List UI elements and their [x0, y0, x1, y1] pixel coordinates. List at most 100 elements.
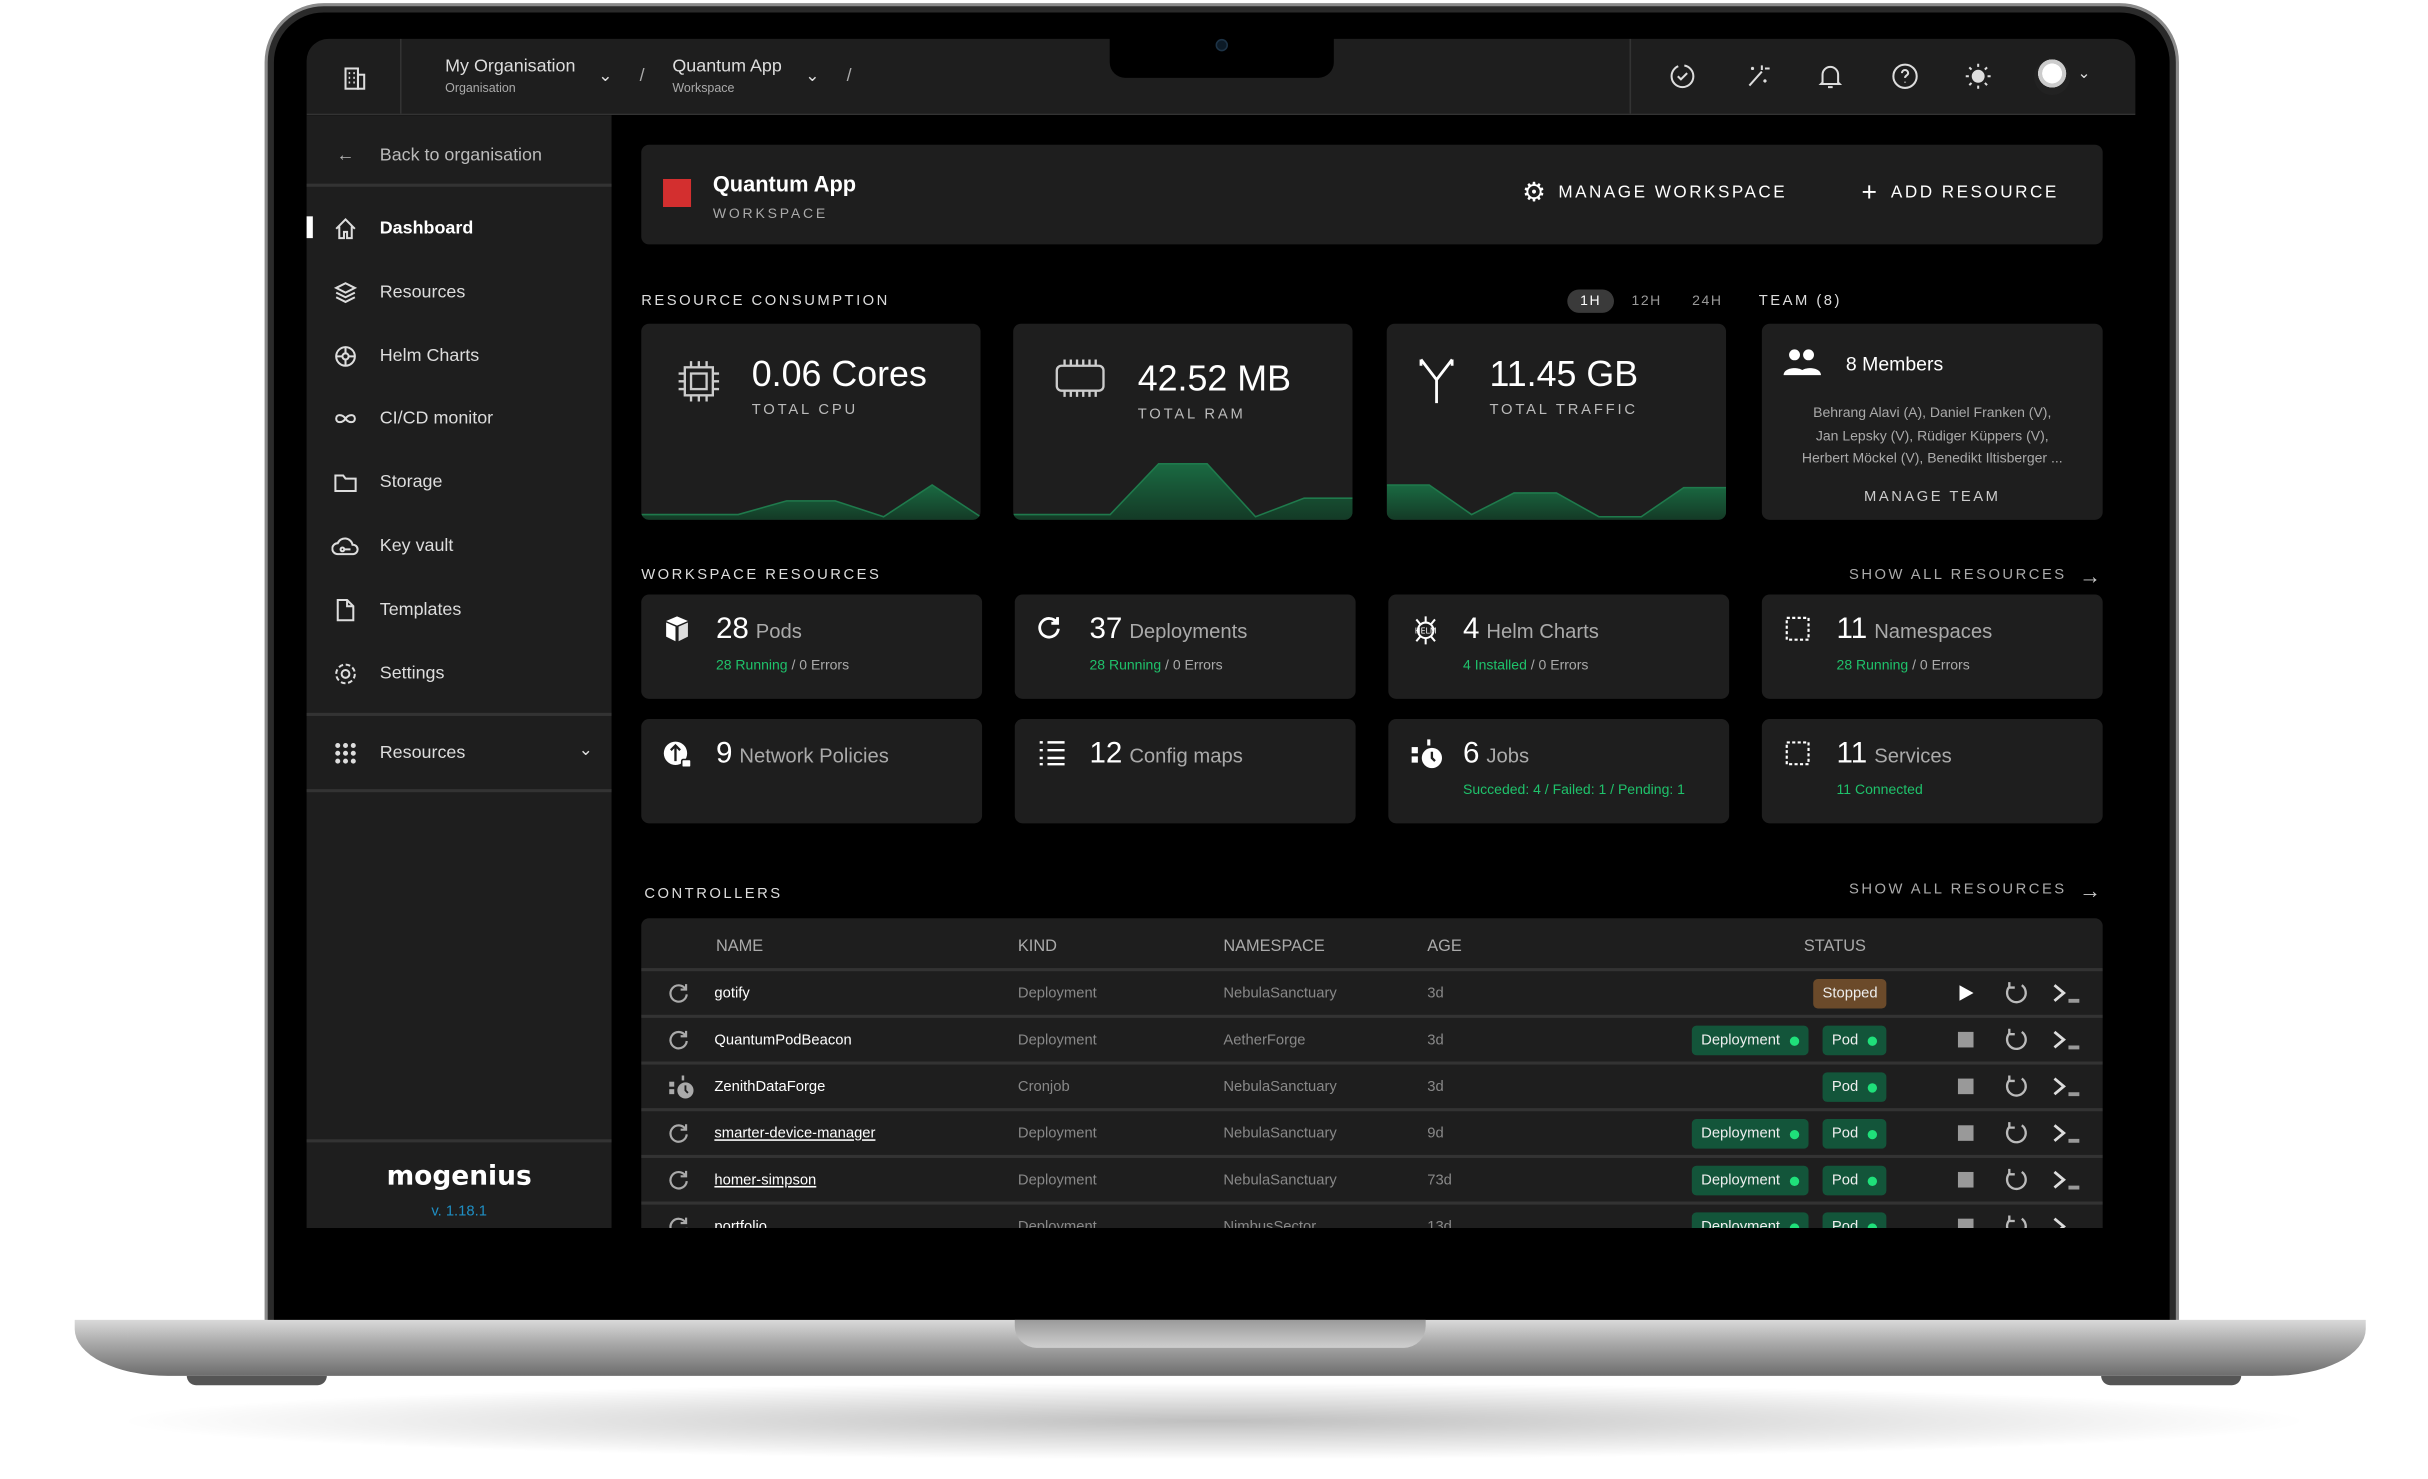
divider	[306, 183, 612, 187]
team-members: Behrang Alavi (A), Daniel Franken (V), J…	[1762, 402, 2103, 470]
add-resource-button[interactable]: + ADD RESOURCE	[1861, 179, 2058, 205]
terminal-button[interactable]	[2051, 982, 2082, 1008]
column-header-status[interactable]: STATUS	[1803, 936, 1866, 956]
magic-wand-icon[interactable]	[1742, 61, 1773, 92]
restart-button[interactable]	[2003, 981, 2028, 1011]
sidebar-resources-dropdown[interactable]: Resources ⌄	[307, 732, 612, 776]
sidebar-item-resources[interactable]: Resources	[307, 270, 612, 314]
restart-button[interactable]	[2003, 1074, 2028, 1104]
column-header-kind[interactable]: KIND	[1017, 936, 1057, 956]
controller-name[interactable]: homer-simpson	[714, 1171, 817, 1190]
sidebar-item-helm-charts[interactable]: Helm Charts	[307, 334, 612, 378]
manage-workspace-button[interactable]: ⚙ MANAGE WORKSPACE	[1522, 179, 1787, 205]
avatar[interactable]	[2034, 59, 2071, 95]
resource-title: 4 Helm Charts	[1463, 613, 1599, 647]
stop-button[interactable]	[1956, 1124, 1975, 1147]
resource-status-ok: 28 Running	[1836, 656, 1909, 673]
stop-button[interactable]	[1956, 1217, 1975, 1228]
restart-button[interactable]	[2003, 1027, 2028, 1057]
section-title: CONTROLLERS	[644, 885, 783, 903]
bell-icon[interactable]	[1815, 61, 1846, 92]
resource-status: 28 Running / 0 Errors	[1089, 657, 1222, 673]
manage-team-button[interactable]: MANAGE TEAM	[1864, 488, 2001, 506]
sidebar-item-templates[interactable]: Templates	[307, 588, 612, 632]
resources-dropdown-label: Resources	[379, 743, 466, 763]
sidebar-item-settings[interactable]: Settings	[307, 651, 612, 695]
show-all-label: SHOW ALL RESOURCES	[1849, 566, 2067, 584]
section-title: RESOURCE CONSUMPTION	[641, 292, 890, 310]
controller-name[interactable]: smarter-device-manager	[714, 1125, 876, 1143]
resource-name: Jobs	[1486, 743, 1530, 768]
home-icon	[332, 215, 360, 243]
sidebar-item-label: CI/CD monitor	[379, 409, 494, 429]
terminal-button[interactable]	[2051, 1122, 2082, 1148]
resource-name: Services	[1874, 743, 1952, 768]
restart-button[interactable]	[2003, 1121, 2028, 1151]
table-row[interactable]: ZenithDataForge Cronjob NebulaSanctuary …	[641, 1061, 2103, 1108]
range-1h-tab[interactable]: 1H	[1567, 289, 1614, 313]
stop-button[interactable]	[1956, 1077, 1975, 1100]
resource-card-network-policies[interactable]: 9 Network Policies	[641, 719, 983, 824]
play-button[interactable]	[1956, 984, 1975, 1007]
resource-name: Pods	[755, 619, 802, 643]
chevron-down-icon[interactable]: ⌄	[2077, 65, 2091, 83]
status-badge-label: Deployment	[1701, 1218, 1781, 1228]
show-all-resources-link[interactable]: SHOW ALL RESOURCES →	[1849, 562, 2101, 588]
status-badge-pod: Pod	[1822, 1212, 1887, 1228]
resource-card-namespaces[interactable]: 11 Namespaces 28 Running / 0 Errors	[1761, 594, 2103, 699]
column-header-name[interactable]: NAME	[715, 936, 764, 956]
restart-button[interactable]	[2003, 1167, 2028, 1197]
table-row[interactable]: homer-simpson Deployment NebulaSanctuary…	[641, 1154, 2103, 1202]
stop-icon	[1957, 1171, 1974, 1188]
status-dot	[1789, 1035, 1799, 1046]
check-circle-icon[interactable]	[1667, 61, 1698, 92]
table-row[interactable]: gotify Deployment NebulaSanctuary 3d Sto…	[641, 968, 2103, 1015]
status-badge-label: Deployment	[1701, 1031, 1781, 1050]
organisation-switcher[interactable]: My Organisation Organisation	[445, 58, 575, 95]
table-row[interactable]: portfolio Deployment NimbusSector 13d De…	[641, 1201, 2103, 1228]
sidebar-item-key-vault[interactable]: Key vault	[307, 525, 612, 569]
sidebar-item-storage[interactable]: Storage	[307, 461, 612, 505]
help-icon[interactable]	[1889, 61, 1920, 92]
show-all-controllers-link[interactable]: SHOW ALL RESOURCES →	[1849, 879, 2101, 901]
status-badge-deployment: Deployment	[1691, 1212, 1809, 1228]
resource-title: 12 Config maps	[1089, 738, 1242, 772]
resource-card-deployments[interactable]: 37 Deployments 28 Running / 0 Errors	[1014, 594, 1356, 699]
column-header-age[interactable]: AGE	[1427, 936, 1462, 956]
workspace-switcher[interactable]: Quantum App Workspace	[672, 58, 781, 95]
sun-icon[interactable]	[1963, 61, 1994, 92]
workspace-title: Quantum App	[672, 57, 782, 77]
resource-card-helm-charts[interactable]: HELM 4 Helm Charts 4 Installed / 0 Error…	[1388, 594, 1730, 699]
sparkline-line	[1386, 484, 1727, 518]
terminal-button[interactable]	[2051, 1029, 2082, 1055]
stop-button[interactable]	[1956, 1030, 1975, 1053]
chevron-down-icon[interactable]: ⌄	[805, 66, 820, 86]
resource-count: 11	[1836, 613, 1868, 646]
resource-card-pods[interactable]: 28 Pods 28 Running / 0 Errors	[641, 594, 983, 699]
sidebar-item-label: Storage	[379, 473, 443, 493]
range-12h-tab[interactable]: 12H	[1631, 292, 1662, 309]
resource-card-jobs[interactable]: 6 Jobs Succeded: 4 / Failed: 1 / Pending…	[1388, 719, 1730, 824]
restart-icon	[2005, 1028, 2027, 1050]
resource-card-services[interactable]: 11 Services 11 Connected	[1761, 719, 2103, 824]
sidebar-item-ci-cd-monitor[interactable]: CI/CD monitor	[307, 397, 612, 441]
status-badge-stopped: Stopped	[1813, 978, 1887, 1009]
building-icon[interactable]	[333, 62, 377, 93]
arrow-right-icon: →	[2079, 562, 2101, 588]
table-row[interactable]: QuantumPodBeacon Deployment AetherForge …	[641, 1014, 2103, 1062]
terminal-button[interactable]	[2051, 1075, 2082, 1101]
back-to-organisation-link[interactable]: ← Back to organisation	[307, 134, 612, 178]
terminal-button[interactable]	[2051, 1169, 2082, 1195]
chevron-down-icon[interactable]: ⌄	[598, 66, 613, 86]
restart-button[interactable]	[2003, 1214, 2028, 1228]
back-label: Back to organisation	[379, 146, 542, 165]
resource-count: 6	[1463, 737, 1480, 771]
column-header-namespace[interactable]: NAMESPACE	[1223, 936, 1325, 956]
table-row[interactable]: smarter-device-manager Deployment Nebula…	[641, 1108, 2103, 1155]
stop-button[interactable]	[1956, 1170, 1975, 1193]
terminal-button[interactable]	[2051, 1216, 2082, 1228]
range-24h-tab[interactable]: 24H	[1692, 292, 1723, 309]
resource-name: Helm Charts	[1486, 619, 1599, 643]
resource-card-config-maps[interactable]: 12 Config maps	[1014, 719, 1356, 824]
sidebar-item-dashboard[interactable]: Dashboard	[307, 207, 612, 251]
